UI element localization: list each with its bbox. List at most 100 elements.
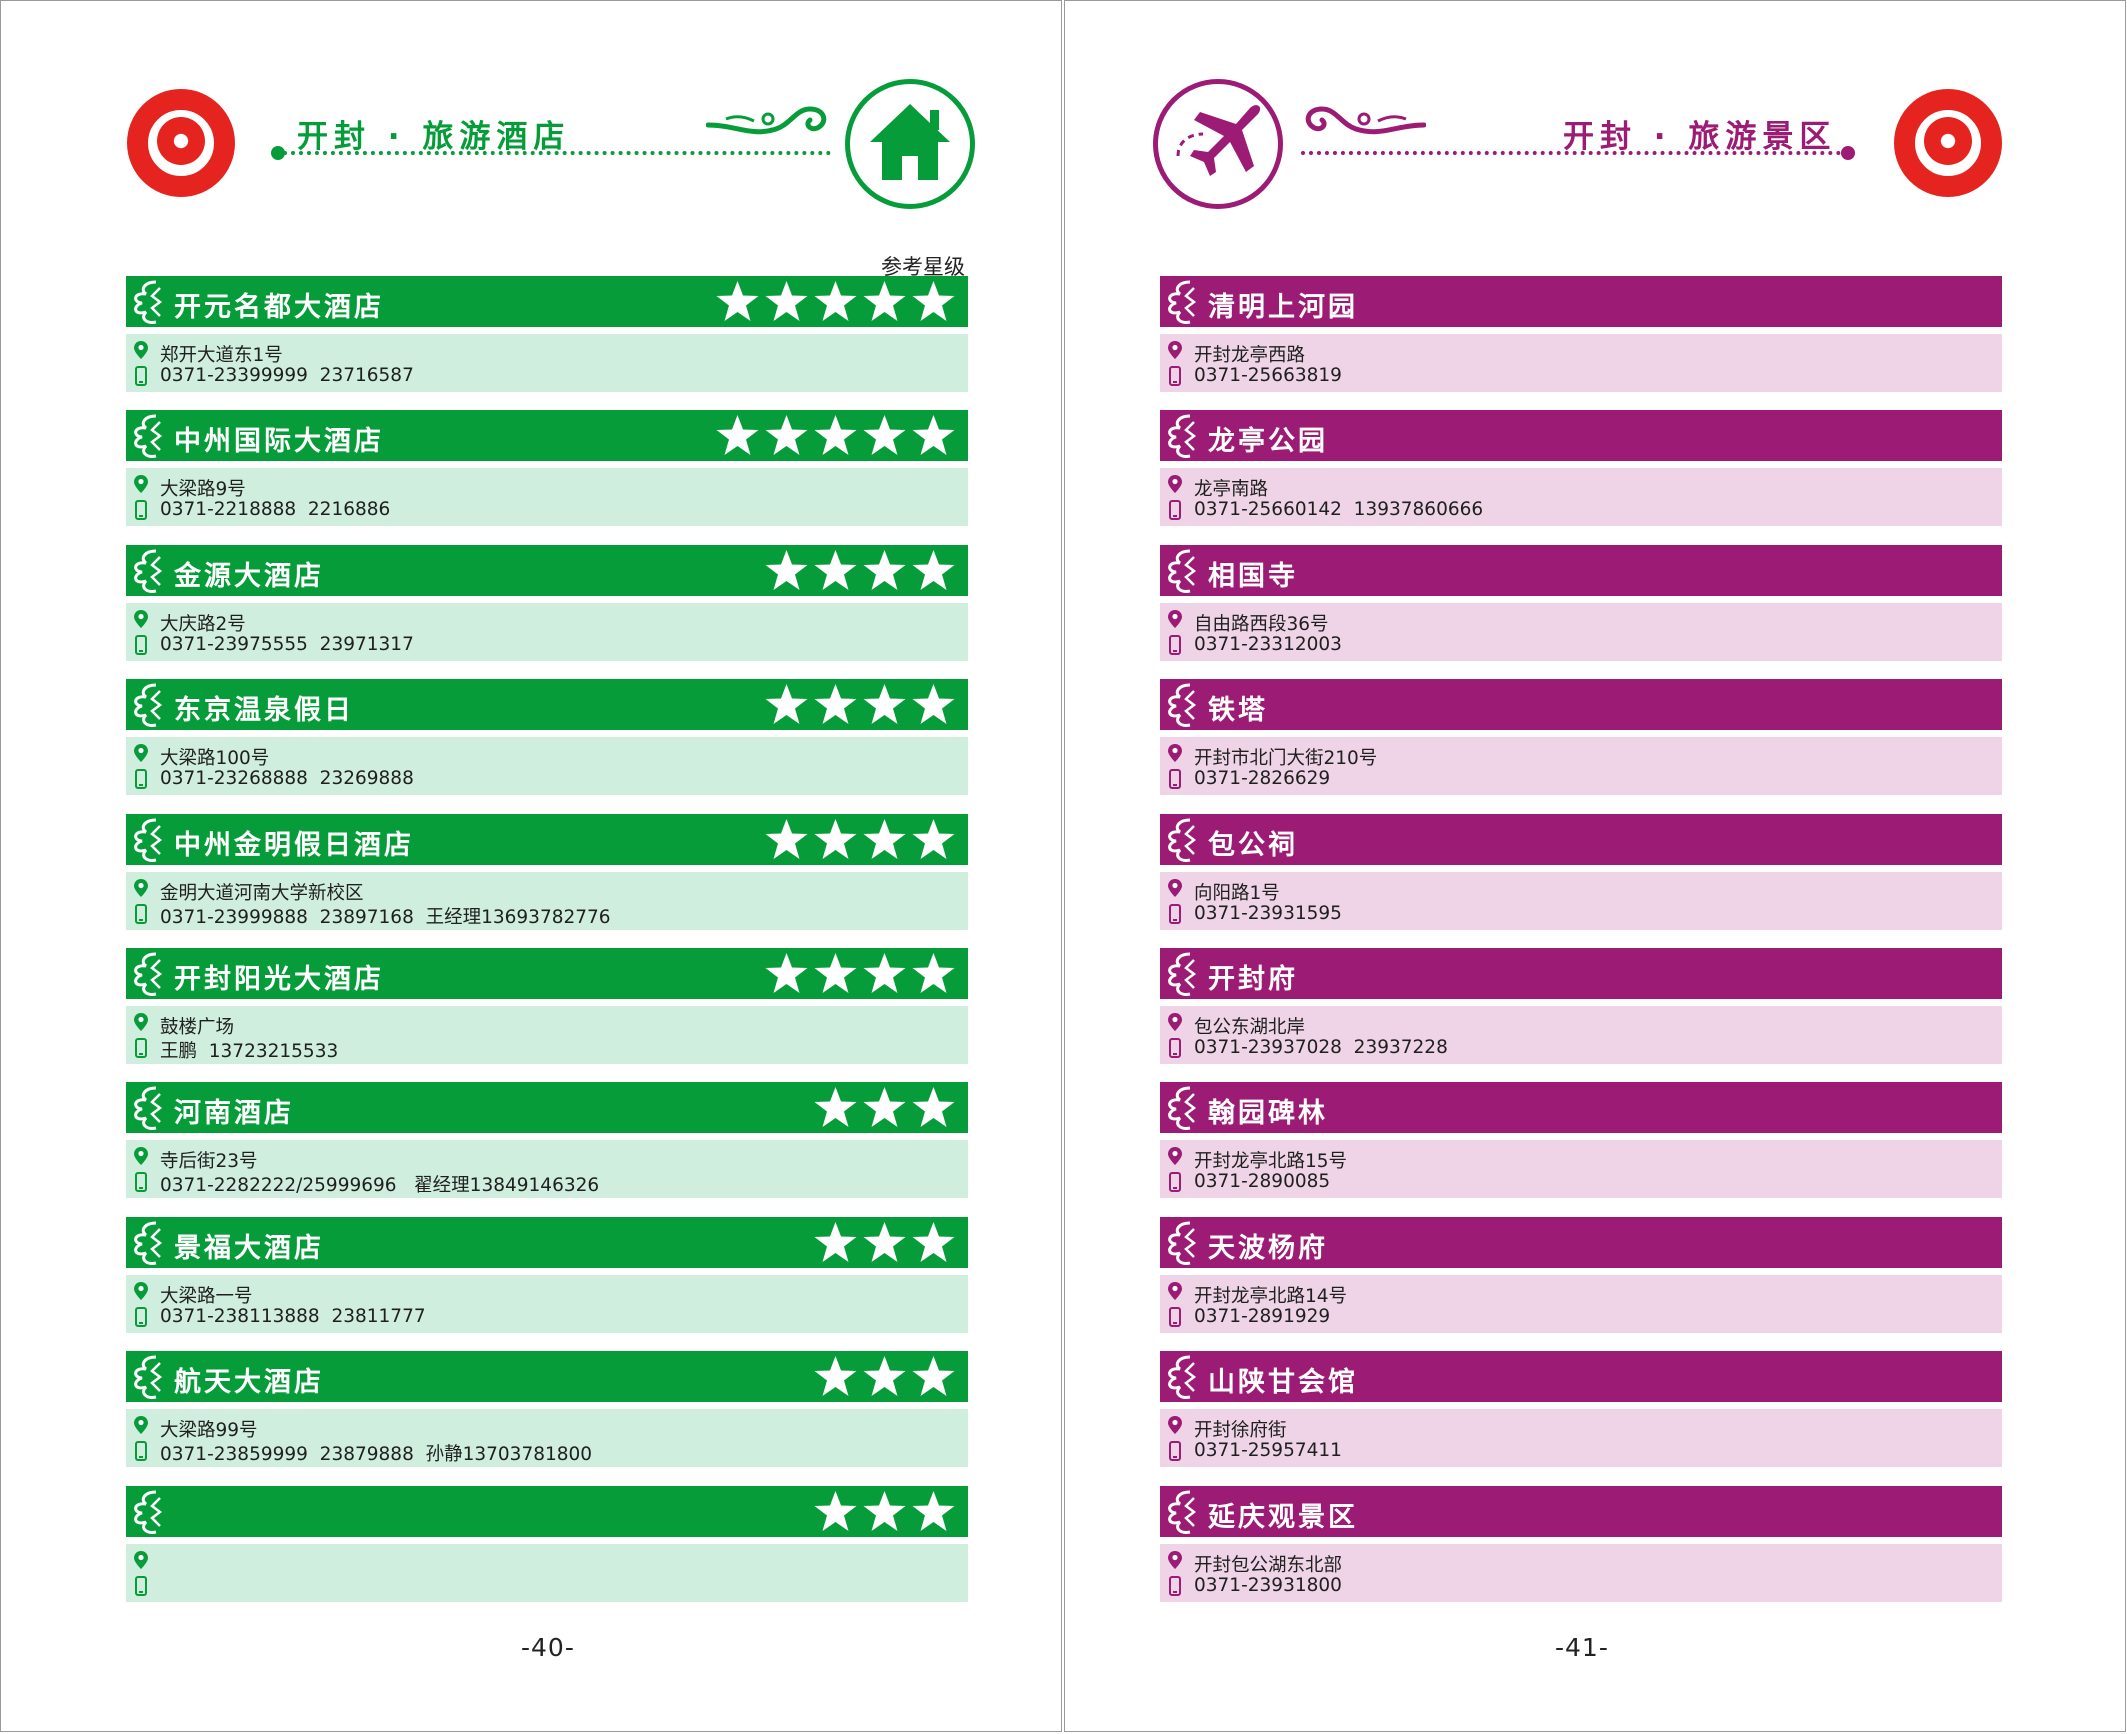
list-item: 景福大酒店大梁路一号 0371-238113888 23811777 [126, 1216, 968, 1351]
entry-phone: 0371-23312003 [1194, 633, 1342, 655]
location-pin-icon [134, 1281, 148, 1300]
entry-title-bar: 开封府 [1160, 947, 2002, 999]
entry-info: 包公东湖北岸 0371-23937028 23937228 [1160, 1005, 2002, 1064]
guide-association-logo-right [1894, 89, 2002, 197]
entry-title-bar: 延庆观景区 [1160, 1485, 2002, 1537]
star-icon [863, 1221, 906, 1262]
entry-title-bar: 山陕甘会馆 [1160, 1351, 2002, 1403]
location-pin-icon [1168, 475, 1182, 494]
location-pin-icon [1168, 744, 1182, 763]
location-pin-icon [1168, 1550, 1182, 1569]
star-icon [912, 415, 955, 456]
star-rating [813, 1085, 956, 1130]
entry-phone: 0371-23999888 23897168 王经理13693782776 [160, 906, 611, 928]
star-icon [814, 1490, 857, 1531]
entry-info: 郑开大道东1号 0371-23399999 23716587 [126, 334, 968, 392]
entry-title-bar: 龙亭公园 [1160, 410, 2002, 462]
entry-address: 开封市北门大街210号 [1194, 748, 1378, 770]
section-title-sights: 开封 · 旅游景区 [1563, 119, 1837, 155]
mobile-phone-icon [135, 769, 147, 790]
entry-name: 金源大酒店 [174, 560, 324, 592]
mobile-phone-icon [1169, 366, 1181, 386]
star-icon [912, 1221, 955, 1262]
entry-name: 河南酒店 [174, 1098, 294, 1130]
entry-info: 寺后街23号 0371-2282222/25999696 翟经理138491463… [126, 1140, 968, 1199]
mobile-phone-icon [135, 1441, 147, 1462]
location-pin-icon [134, 878, 148, 897]
entry-name: 山陕甘会馆 [1208, 1367, 1358, 1399]
entry-name: 翰园碑林 [1208, 1098, 1328, 1130]
star-icon [863, 684, 906, 725]
entry-address: 开封包公湖东北部 [1194, 1554, 1343, 1576]
star-icon [863, 1087, 906, 1128]
entry-name: 开封府 [1208, 963, 1298, 995]
entry-phone: 0371-23937028 23937228 [1194, 1036, 1448, 1058]
mobile-phone-icon [1169, 1575, 1181, 1596]
star-icon [912, 1490, 955, 1531]
entry-phone: 0371-2891929 [1194, 1305, 1331, 1327]
location-pin-icon [134, 341, 148, 359]
entry-address: 大梁路99号 [160, 1420, 258, 1442]
star-icon [814, 549, 857, 590]
entry-title-bar: 清明上河园 [1160, 276, 2002, 327]
entry-phone: 0371-238113888 23811777 [160, 1305, 426, 1327]
star-icon [863, 281, 906, 321]
star-icon [912, 952, 955, 993]
star-icon [765, 281, 808, 321]
star-icon [912, 281, 955, 321]
entry-address: 郑开大道东1号 [160, 345, 283, 366]
mobile-phone-icon [135, 1172, 147, 1193]
star-icon [716, 415, 759, 456]
entry-info: 大梁路一号 0371-238113888 23811777 [126, 1274, 968, 1333]
star-rating [764, 951, 956, 996]
list-item: 铁塔开封市北门大街210号 0371-2826629 [1160, 679, 2002, 813]
entry-phone: 0371-25663819 [1194, 365, 1342, 386]
entry-name: 铁塔 [1208, 695, 1268, 727]
knot-ornament-icon [1168, 1086, 1197, 1131]
entry-name: 开元名都大酒店 [174, 292, 384, 323]
entry-title-bar: 天波杨府 [1160, 1216, 2002, 1268]
entry-phone: 0371-23931595 [1194, 902, 1342, 924]
star-icon [814, 818, 857, 859]
star-icon [912, 818, 955, 859]
entry-phone: 0371-2282222/25999696 翟经理13849146326 [160, 1175, 600, 1197]
entry-info: 开封龙亭北路15号 0371-2890085 [1160, 1140, 2002, 1199]
star-icon [863, 952, 906, 993]
mobile-phone-icon [1169, 500, 1181, 521]
location-pin-icon [1168, 341, 1182, 359]
entry-title-bar: 景福大酒店 [126, 1216, 968, 1268]
section-title-hotels: 开封 · 旅游酒店 [297, 119, 571, 155]
header-dotted-line-right [1301, 151, 1841, 155]
star-icon [912, 1087, 955, 1128]
entry-title-bar: 开封阳光大酒店 [126, 947, 968, 999]
star-icon [912, 1356, 955, 1397]
entry-address: 大梁路9号 [160, 479, 246, 501]
entry-phone: 0371-23859999 23879888 孙静13703781800 [160, 1444, 593, 1466]
location-pin-icon [1168, 1147, 1182, 1166]
dotline-start-dot [271, 146, 285, 160]
star-icon [814, 1356, 857, 1397]
entry-address: 大梁路100号 [160, 748, 270, 770]
entry-name: 延庆观景区 [1208, 1501, 1358, 1533]
entry-address: 向阳路1号 [1194, 882, 1280, 904]
star-icon [863, 1490, 906, 1531]
star-icon [765, 818, 808, 859]
mobile-phone-icon [1169, 1037, 1181, 1058]
star-icon [716, 281, 759, 321]
entry-info: 开封市北门大街210号 0371-2826629 [1160, 737, 2002, 796]
entry-name: 相国寺 [1208, 560, 1298, 592]
list-item: 包公祠 向阳路1号 0371-23931595 [1160, 813, 2002, 948]
knot-ornament-icon [1168, 549, 1197, 593]
mobile-phone-icon [1169, 634, 1181, 655]
entry-phone: 0371-2890085 [1194, 1171, 1331, 1193]
entry-name: 清明上河园 [1208, 292, 1358, 323]
entry-name: 东京温泉假日 [174, 695, 354, 727]
entry-address: 寺后街23号 [160, 1151, 258, 1173]
location-pin-icon [134, 1012, 148, 1031]
entry-phone: 0371-2826629 [1194, 768, 1331, 790]
list-item [126, 1485, 968, 1620]
knot-ornament-icon [134, 414, 163, 459]
list-item: 开封阳光大酒店 鼓楼广场 王鹏 13723215533 [126, 947, 968, 1082]
knot-ornament-icon [134, 683, 163, 728]
entry-phone: 0371-23399999 23716587 [160, 365, 414, 386]
